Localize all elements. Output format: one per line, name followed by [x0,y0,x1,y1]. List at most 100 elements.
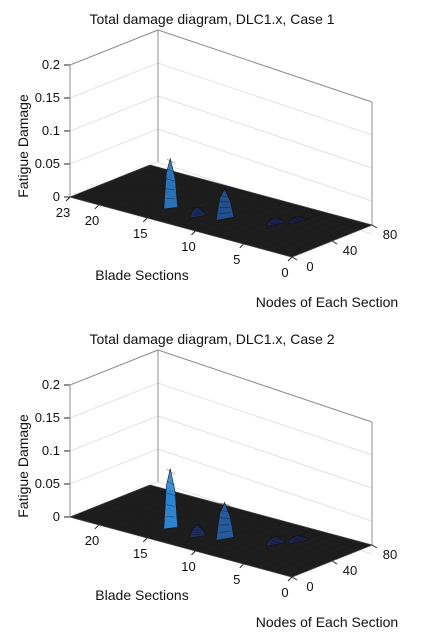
surface-peak-contour [219,189,231,192]
y-tick-label: 0 [281,585,288,600]
surface-peak-contour [219,510,231,513]
surface-peak-contour [269,221,282,225]
surface-peak-contour [166,480,175,486]
surface-peak-contour [269,220,282,224]
surface-peak [163,157,178,210]
x-tick-mark [331,560,338,565]
surface-peak-contour [219,503,231,506]
surface-peak-contour [192,214,203,216]
z-grid-line-left [69,448,159,485]
chart-panel-2: Total damage diagram, DLC1.x, Case 2 0 0.… [0,320,424,640]
z-tick-label: 0 [53,509,60,524]
surface-peak-contour [291,536,305,540]
x-axis-label: Nodes of Each Section [256,294,398,310]
y-tick-label: 15 [133,546,147,561]
surface-peak-contour [291,537,305,541]
z-tick-label: 0.1 [42,123,60,138]
surface-peak-contour [291,535,305,539]
y-tick-label: 5 [233,572,240,587]
x-tick-label: 80 [383,227,397,242]
surface-peak-contour [269,540,282,543]
y-tick-mark [287,256,293,262]
z-tick-label: 0.15 [35,90,60,105]
surface-peak-contour [291,539,305,542]
z-tick-label: 0.2 [42,57,60,72]
surface-peak-contour [269,537,282,540]
x-tick-mark [291,256,298,261]
y-tick-label: 10 [181,239,195,254]
chart-title: Total damage diagram, DLC1.x, Case 2 [89,331,334,347]
z-tick-label: 0.15 [35,410,60,425]
z-grid-line-left [69,95,159,132]
surface-peak-contour [192,533,203,536]
y-tick-label: 0 [281,265,288,280]
y-tick-mark [142,217,148,223]
surface-peak-contour [192,531,203,533]
surface-peak-contour [291,216,305,220]
surface-peak-contour [166,158,175,164]
surface-peak-contour [166,168,175,173]
z-tick-label: 0.05 [35,156,60,171]
surface-peak-contour [219,517,231,519]
z-grid-line-back [157,62,373,136]
y-tick-mark [94,524,100,530]
surface-peak-contour [291,218,305,222]
x-tick-mark [291,576,298,581]
z-grid-line-back [157,382,373,456]
y-tick-mark [142,537,148,543]
y-tick-label: 23 [56,205,70,220]
surface-peak-contour [219,212,231,214]
surface-peak-contour [192,210,203,212]
y-tick-mark [239,563,245,569]
y-tick-mark [65,196,71,202]
surface-layer [68,157,374,258]
x-tick-mark [371,224,378,229]
x-tick-mark [331,240,338,245]
surface-peak-contour [269,219,282,222]
top-left-edge [69,29,159,66]
surface-peak-contour [166,504,175,507]
surface-peak-contour [269,538,282,541]
x-tick-mark [371,544,378,549]
surface-peak-contour [291,534,305,537]
axes-layer: 0 0.05 0.1 0.15 0.2 0 5 10 15 20 0 40 80 [35,349,397,600]
z-grid-line-left [69,62,159,99]
chart-2: Total damage diagram, DLC1.x, Case 2 0 0.… [15,331,398,630]
chart-1: Total damage diagram, DLC1.x, Case 1 0 0.… [15,11,398,310]
surface-peak-contour [192,212,203,214]
y-axis-label: Blade Sections [95,267,188,283]
surface-peak-contour [219,531,231,533]
z-axis-label: Fatigue Damage [15,94,31,198]
surface-peak-contour [219,195,231,197]
z-axis-label: Fatigue Damage [15,414,31,518]
surface-peak-contour [269,541,282,545]
z-grid-line-left [69,128,159,165]
z-grid-line-left [69,415,159,452]
surface-peak-contour [291,219,305,223]
x-tick-label: 0 [306,259,313,274]
x-axis-label: Nodes of Each Section [256,614,398,630]
surface-peak [163,468,178,530]
z-grid-line-back [157,448,373,522]
x-tick-label: 40 [343,563,357,578]
y-tick-mark [239,243,245,249]
top-back-edge [157,29,373,103]
y-tick-label: 15 [133,226,147,241]
surface-layer [68,468,374,578]
y-tick-mark [191,230,196,236]
x-tick-label: 0 [306,579,313,594]
surface-peak-contour [269,536,282,538]
y-tick-mark [94,204,100,210]
y-tick-label: 10 [181,559,195,574]
x-tick-label: 80 [383,547,397,562]
surface-peak-contour [269,217,282,220]
z-tick-label: 0.2 [42,377,60,392]
y-axis-label: Blade Sections [95,587,188,603]
y-tick-mark [191,550,196,556]
top-left-edge [69,349,159,386]
y-tick-label: 20 [85,533,99,548]
surface-peak-contour [291,217,305,221]
surface-peak [215,501,235,541]
surface-peak-contour [166,178,175,182]
